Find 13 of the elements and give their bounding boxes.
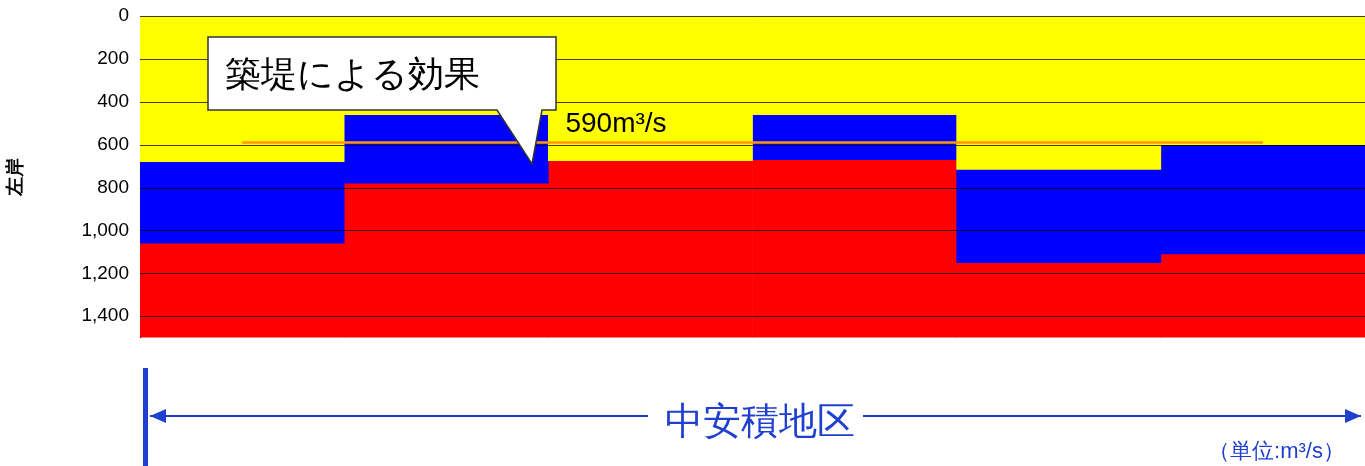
y-tick-label: 1,000 [81, 218, 129, 240]
ref-line-label: 590m³/s [565, 107, 667, 139]
y-tick-label: 1,200 [81, 261, 129, 283]
annotation: 築堤による効果 [225, 52, 480, 96]
text: （単位:m³/s） [1208, 437, 1345, 465]
y-axis-title: 左岸 [3, 157, 25, 197]
y-tick-label: 1,400 [81, 304, 129, 326]
text: 中安積地区 [665, 399, 855, 444]
y-tick-label: 400 [97, 89, 129, 111]
y-tick-label: 0 [118, 4, 129, 26]
y-tick-label: 600 [97, 132, 129, 154]
y-tick-label: 200 [97, 47, 129, 69]
y-tick-label: 800 [97, 175, 129, 197]
